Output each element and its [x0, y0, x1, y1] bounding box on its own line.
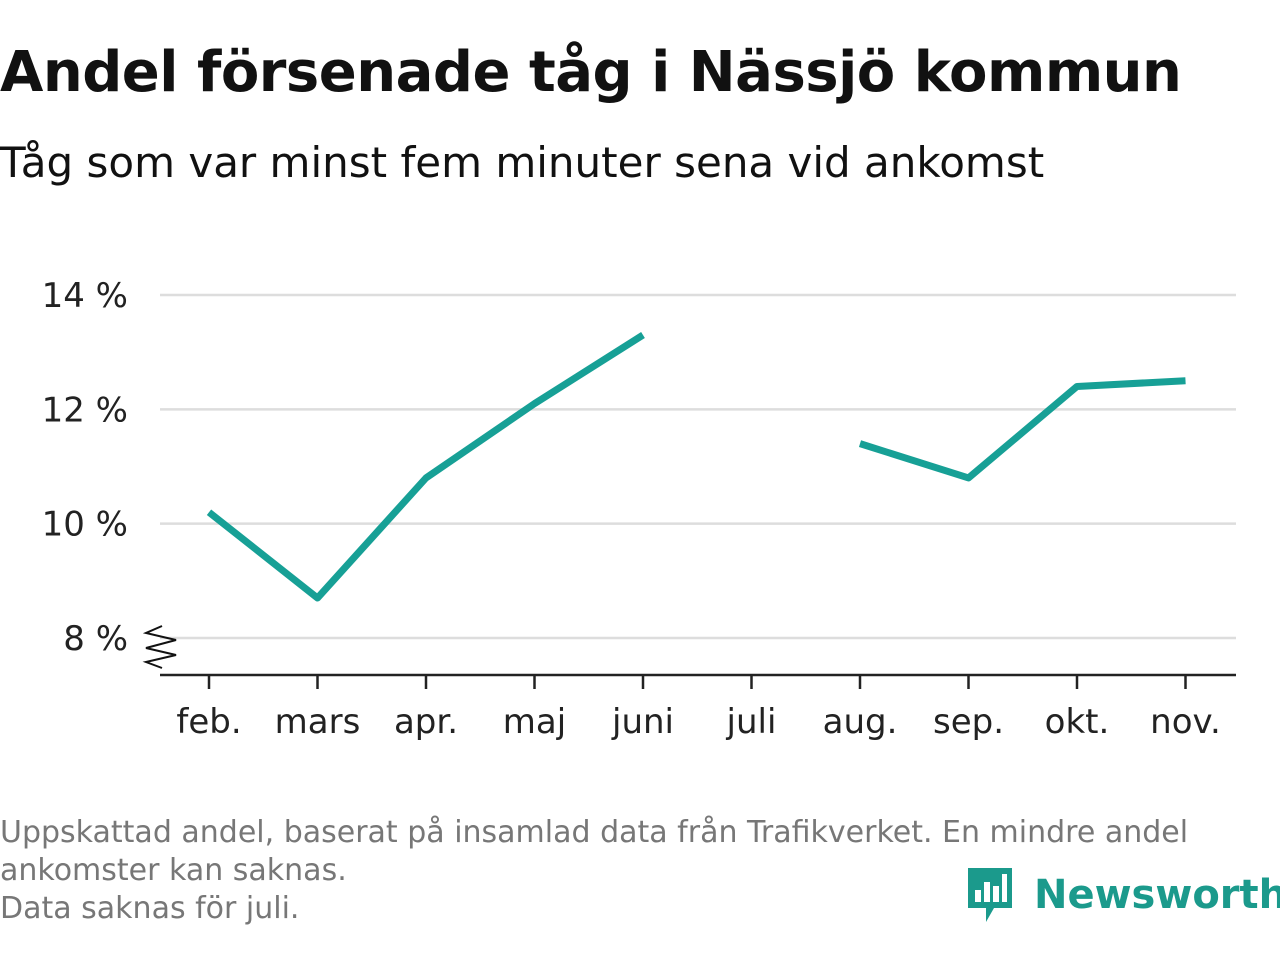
footnote-line-2: ankomster kan saknas. [0, 853, 347, 888]
x-tick-label: apr. [394, 702, 458, 742]
axis-break-icon [142, 625, 177, 669]
chart-subtitle: Tåg som var minst fem minuter sena vid a… [0, 138, 1045, 187]
gridlines [160, 293, 1236, 640]
brand-logo: Newsworthy [964, 864, 1280, 926]
x-tick-label: sep. [933, 702, 1004, 742]
y-tick-label: 14 % [42, 276, 128, 316]
footnote-line-3: Data saknas för juli. [0, 891, 300, 926]
series-line-segment [858, 377, 1186, 482]
x-tick-label: okt. [1045, 702, 1110, 742]
x-tick-label: juni [611, 702, 674, 742]
brand-name: Newsworthy [1034, 872, 1280, 918]
series-line-segment [206, 332, 645, 602]
x-tick-label: nov. [1150, 702, 1221, 742]
footnote: Uppskattad andel, baserat på insamlad da… [0, 814, 1270, 928]
y-axis-labels: 8 % 10 % 12 % 14 % [42, 276, 128, 659]
x-tick-label: maj [503, 702, 566, 742]
x-tick-label: juli [726, 702, 777, 742]
footnote-line-1: Uppskattad andel, baserat på insamlad da… [0, 815, 1189, 850]
y-tick-label: 8 % [63, 619, 128, 659]
newsworthy-logo-icon [968, 868, 1012, 922]
x-tick-label: feb. [176, 702, 241, 742]
y-tick-label: 12 % [42, 390, 128, 430]
x-tick-label: mars [275, 702, 361, 742]
chart-title: Andel försenade tåg i Nässjö kommun [0, 40, 1182, 105]
data-series [206, 332, 1186, 602]
x-tick-label: aug. [823, 702, 898, 742]
y-tick-label: 10 % [42, 505, 128, 545]
x-axis-ticks: feb. mars apr. maj juni juli aug. sep. okt. nov. [176, 675, 1221, 742]
